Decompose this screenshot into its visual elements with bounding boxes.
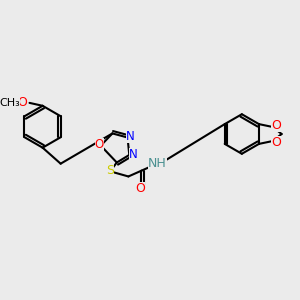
Text: NH: NH: [148, 157, 167, 170]
Text: O: O: [135, 182, 145, 195]
Text: S: S: [106, 164, 114, 177]
Text: O: O: [271, 136, 281, 149]
Text: N: N: [126, 130, 135, 142]
Text: N: N: [129, 148, 137, 160]
Text: O: O: [17, 96, 27, 110]
Text: O: O: [95, 138, 104, 151]
Text: O: O: [271, 119, 281, 132]
Text: CH₃: CH₃: [0, 98, 20, 108]
